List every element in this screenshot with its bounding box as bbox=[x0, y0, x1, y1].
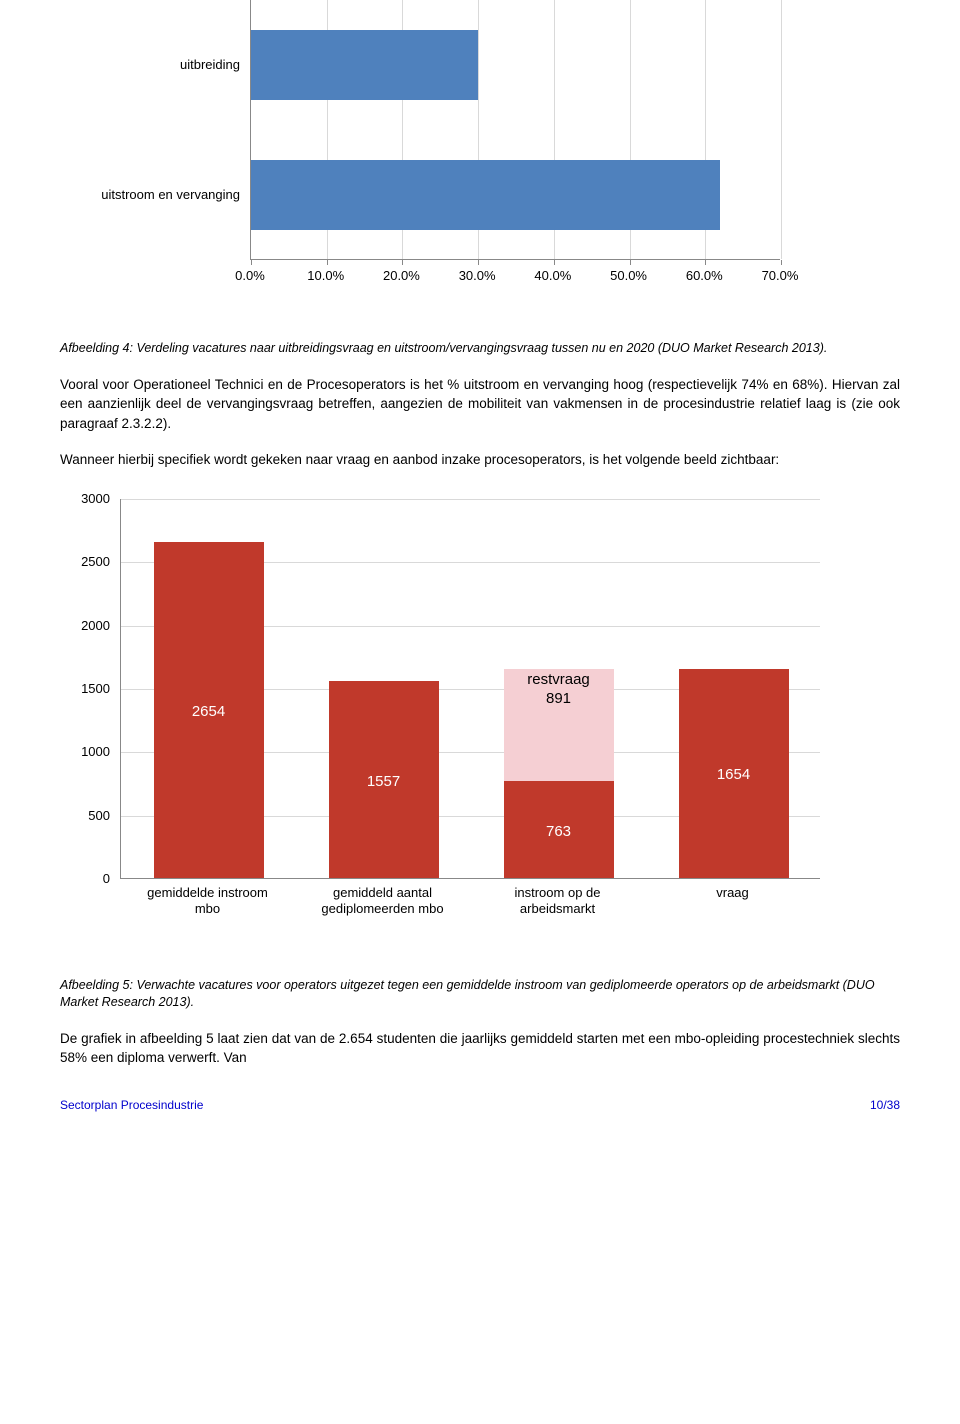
chart2-bar-value-label: 1654 bbox=[679, 766, 789, 783]
chart1-category-label: uitstroom en vervanging bbox=[80, 187, 240, 202]
chart1-bar bbox=[251, 30, 478, 100]
chart1-tick bbox=[705, 260, 706, 265]
chart2-bar-value-label: 763 bbox=[504, 823, 614, 840]
chart1-tick bbox=[251, 260, 252, 265]
chart1-category-label: uitbreiding bbox=[80, 57, 240, 72]
chart2-ytick-label: 3000 bbox=[60, 491, 110, 506]
chart1-tick bbox=[554, 260, 555, 265]
chart2-ytick-label: 1500 bbox=[60, 681, 110, 696]
chart1-xtick-label: 50.0% bbox=[599, 268, 659, 283]
chart2-bar-value-label: 1557 bbox=[329, 773, 439, 790]
chart1-tick bbox=[402, 260, 403, 265]
chart1-xtick-label: 60.0% bbox=[674, 268, 734, 283]
chart1-tick bbox=[478, 260, 479, 265]
chart1-xtick-label: 20.0% bbox=[371, 268, 431, 283]
footer-page-number: 10/38 bbox=[870, 1098, 900, 1112]
chart1-xtick-label: 70.0% bbox=[750, 268, 810, 283]
footer-doc-title: Sectorplan Procesindustrie bbox=[60, 1098, 203, 1112]
chart2-plot-area: 2654 1557 763 restvraag891 1654 bbox=[120, 499, 820, 879]
chart1-xtick-label: 40.0% bbox=[523, 268, 583, 283]
caption-afbeelding-5: Afbeelding 5: Verwachte vacatures voor o… bbox=[60, 977, 900, 1011]
chart2-ytick-label: 1000 bbox=[60, 744, 110, 759]
chart2-ytick-label: 2500 bbox=[60, 554, 110, 569]
chart1-xtick-label: 10.0% bbox=[296, 268, 356, 283]
chart2-category-label: gemiddelde instroom mbo bbox=[138, 885, 278, 918]
caption-afbeelding-4: Afbeelding 4: Verdeling vacatures naar u… bbox=[60, 340, 900, 357]
chart2-ytick-label: 2000 bbox=[60, 618, 110, 633]
chart2-category-label: vraag bbox=[663, 885, 803, 901]
chart2-category-label: gemiddeld aantal gediplomeerden mbo bbox=[313, 885, 453, 918]
chart-vraag-aanbod: 2654 1557 763 restvraag891 1654 0 500 1000 1500… bbox=[60, 489, 840, 959]
chart1-xtick-label: 0.0% bbox=[220, 268, 280, 283]
chart2-category-label: instroom op de arbeidsmarkt bbox=[488, 885, 628, 918]
chart1-tick bbox=[781, 260, 782, 265]
paragraph-2: Wanneer hierbij specifiek wordt gekeken … bbox=[60, 450, 900, 470]
chart2-ytick-label: 500 bbox=[60, 808, 110, 823]
chart1-xtick-label: 30.0% bbox=[447, 268, 507, 283]
chart1-plot-area bbox=[250, 0, 780, 260]
paragraph-3: De grafiek in afbeelding 5 laat zien dat… bbox=[60, 1029, 900, 1068]
chart2-stack-label: restvraag891 bbox=[504, 671, 614, 709]
paragraph-1: Vooral voor Operationeel Technici en de … bbox=[60, 375, 900, 434]
chart-vacature-verdeling: uitbreiding uitstroom en vervanging 0.0% 1… bbox=[80, 0, 800, 320]
chart2-gridline bbox=[121, 499, 820, 500]
chart1-bar bbox=[251, 160, 720, 230]
chart2-ytick-label: 0 bbox=[60, 871, 110, 886]
chart1-gridline bbox=[781, 0, 782, 259]
chart2-bar-value-label: 2654 bbox=[154, 703, 264, 720]
chart1-tick bbox=[630, 260, 631, 265]
chart1-tick bbox=[327, 260, 328, 265]
page-footer: Sectorplan Procesindustrie 10/38 bbox=[60, 1098, 900, 1112]
